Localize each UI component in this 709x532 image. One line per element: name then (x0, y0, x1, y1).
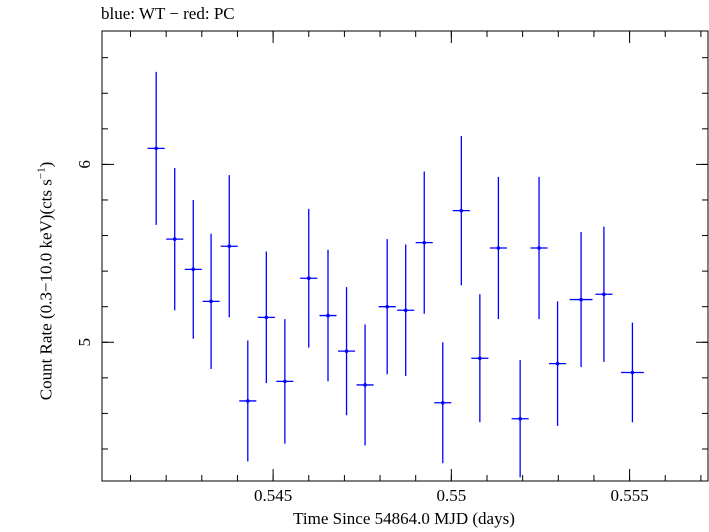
y-axis-label-end: ) (36, 161, 56, 168)
data-point (337, 287, 356, 416)
point-marker (579, 297, 583, 302)
data-point (415, 171, 433, 314)
data-point (569, 231, 593, 368)
point-marker (344, 349, 349, 353)
point-marker (245, 399, 250, 403)
data-point (471, 294, 489, 423)
y-tick-label: 5 (75, 338, 94, 347)
x-tick-label: 0.55 (436, 486, 466, 505)
point-marker (496, 246, 501, 250)
point-marker (385, 304, 389, 309)
point-marker (478, 356, 482, 361)
axis-tick-labels: 0.545 0.55 0.555 5 6 (75, 160, 649, 505)
point-marker (264, 315, 269, 320)
data-series (147, 71, 644, 478)
data-point (434, 342, 452, 464)
data-point (239, 340, 257, 462)
data-point (549, 301, 567, 426)
plot-frame (101, 30, 709, 482)
data-point (319, 249, 337, 382)
data-point (202, 233, 220, 369)
data-point (184, 199, 202, 339)
data-point (530, 176, 548, 320)
data-point (378, 239, 396, 375)
y-axis-label-superscript: −1 (35, 167, 48, 180)
point-marker (518, 416, 522, 421)
data-point (276, 319, 294, 444)
point-marker (537, 246, 541, 250)
y-axis-label-main: Count Rate (0.3−10.0 keV)(cts s (36, 179, 56, 401)
data-point (621, 322, 644, 423)
axis-ticks (102, 31, 708, 481)
point-marker (283, 379, 287, 384)
data-point (595, 226, 613, 362)
point-marker (306, 276, 311, 281)
chart-title: blue: WT − red: PC (101, 4, 235, 23)
x-axis-label: Time Since 54864.0 MJD (days) (293, 509, 515, 528)
point-marker (172, 237, 177, 241)
x-tick-label: 0.545 (254, 486, 292, 505)
point-marker (440, 400, 445, 405)
point-marker (227, 244, 232, 249)
point-marker (602, 292, 606, 297)
data-point (166, 167, 184, 311)
data-point (452, 135, 470, 286)
point-marker (326, 313, 330, 318)
point-marker (555, 361, 560, 366)
data-point (220, 175, 238, 318)
y-tick-label: 6 (75, 160, 94, 169)
point-marker (422, 240, 427, 245)
data-point (511, 360, 529, 478)
point-marker (154, 146, 158, 151)
data-point (300, 208, 318, 348)
data-point (397, 244, 415, 377)
data-point (489, 176, 507, 320)
point-marker (363, 383, 367, 387)
y-axis-label: Count Rate (0.3−10.0 keV)(cts s−1) (36, 162, 57, 401)
point-marker (403, 308, 408, 313)
point-marker (209, 299, 213, 304)
data-point (147, 71, 165, 225)
data-point (257, 251, 275, 384)
point-marker (191, 267, 196, 272)
data-point (356, 324, 374, 446)
point-marker (459, 208, 464, 213)
x-tick-label: 0.555 (610, 486, 648, 505)
point-marker (630, 370, 635, 375)
